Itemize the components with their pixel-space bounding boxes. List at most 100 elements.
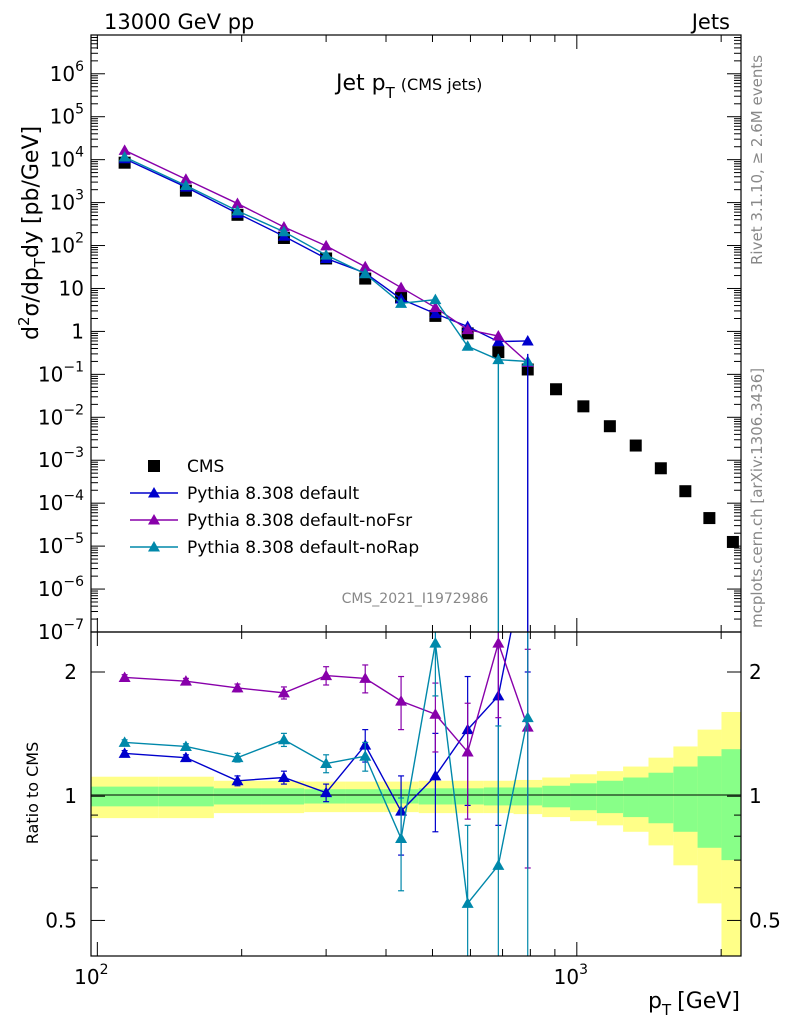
cms-data-point bbox=[577, 400, 590, 413]
noFsr-ratio-marker bbox=[461, 745, 474, 757]
cms-data-point bbox=[654, 462, 667, 475]
header-left: 13000 GeV pp bbox=[104, 10, 254, 34]
main-series-layer bbox=[118, 144, 739, 632]
x-tick-label: 103 bbox=[554, 962, 588, 989]
band-inner-bin bbox=[697, 756, 722, 848]
main-y-tick-label: 1 bbox=[71, 319, 84, 343]
band-inner-bin bbox=[721, 749, 741, 861]
main-y-tick-label: 10−2 bbox=[38, 402, 84, 429]
noFsr-ratio-marker bbox=[118, 671, 131, 682]
x-tick-label: 102 bbox=[74, 962, 108, 989]
header-right: Jets bbox=[690, 10, 730, 34]
cms-data-point bbox=[703, 512, 716, 525]
x-axis-title-subscript: T bbox=[661, 1001, 672, 1019]
noRap-main-marker bbox=[277, 225, 290, 237]
noFsr-ratio-marker bbox=[395, 695, 408, 706]
cms-data-point bbox=[629, 439, 642, 452]
legend-marker-noFsr bbox=[148, 514, 160, 525]
default-ratio-marker bbox=[179, 751, 192, 763]
legend-marker-cms bbox=[148, 460, 160, 472]
band-inner-bin bbox=[345, 789, 384, 804]
default-ratio-marker bbox=[429, 769, 442, 781]
legend: CMS Pythia 8.308 default Pythia 8.308 defa… bbox=[130, 457, 419, 558]
noRap-ratio-marker bbox=[359, 750, 372, 761]
main-y-tick-label: 103 bbox=[50, 188, 84, 215]
band-inner-bin bbox=[158, 786, 214, 807]
noFsr-main-marker bbox=[231, 197, 244, 209]
noRap-ratio-marker bbox=[492, 859, 505, 870]
plot-title-subscript: T bbox=[385, 84, 396, 102]
noFsr-ratio-marker bbox=[231, 681, 244, 693]
default-main-marker bbox=[492, 335, 505, 347]
noRap-main-marker bbox=[231, 204, 244, 216]
x-axis-title: pT [GeV] bbox=[648, 989, 740, 1019]
ratio-series-layer bbox=[118, 632, 534, 956]
noRap-main-marker bbox=[429, 293, 442, 305]
main-y-tick-label: 10−6 bbox=[38, 574, 84, 601]
default-main-marker bbox=[521, 334, 534, 346]
noFsr-main-marker bbox=[429, 301, 442, 313]
main-y-tick-label: 102 bbox=[50, 231, 84, 258]
noFsr-main-marker bbox=[395, 281, 408, 293]
noRap-ratio-marker bbox=[320, 757, 333, 769]
mcplots-reference-note: mcplots.cern.ch [arXiv:1306.3436] bbox=[748, 368, 766, 628]
noFsr-ratio-marker bbox=[320, 669, 333, 681]
x-axis-title-unit: [GeV] bbox=[677, 989, 740, 1014]
legend-label-default: Pythia 8.308 default bbox=[187, 484, 360, 504]
noRap-main-marker bbox=[395, 297, 408, 308]
ratio-panel-frame bbox=[90, 631, 742, 957]
legend-label-noFsr: Pythia 8.308 default-noFsr bbox=[187, 511, 412, 531]
noRap-ratio-marker bbox=[461, 897, 474, 908]
legend-marker-noRap bbox=[148, 541, 160, 552]
default-ratio-marker bbox=[118, 747, 131, 758]
ratio-y-axis-title: Ratio to CMS bbox=[23, 742, 42, 844]
noRap-ratio-marker bbox=[231, 751, 244, 763]
noFsr-ratio-marker bbox=[429, 708, 442, 719]
default-ratio-marker bbox=[231, 774, 244, 786]
noFsr-ratio-marker bbox=[359, 672, 372, 683]
cms-data-point bbox=[550, 383, 563, 396]
main-y-tick-label: 104 bbox=[50, 145, 84, 172]
main-y-tick-label: 10−7 bbox=[38, 617, 84, 644]
default-ratio-marker bbox=[277, 771, 290, 783]
main-y-tick-label: 10−1 bbox=[38, 359, 84, 386]
band-inner-bin bbox=[213, 788, 262, 805]
noFsr-main-marker bbox=[118, 144, 131, 155]
noRap-ratio-marker bbox=[395, 832, 408, 843]
ratio-y-tick-label-left: 2 bbox=[64, 660, 77, 684]
noRap-ratio-marker bbox=[118, 736, 131, 747]
cms-data-point bbox=[726, 535, 739, 548]
default-ratio-marker bbox=[320, 786, 333, 798]
noRap-main-marker bbox=[359, 267, 372, 279]
cms-data-point bbox=[492, 346, 505, 359]
noRap-main-marker bbox=[118, 151, 131, 162]
band-inner-bin bbox=[673, 766, 698, 832]
noFsr-main-marker bbox=[320, 239, 333, 251]
noFsr-main-marker bbox=[359, 260, 372, 272]
band-inner-bin bbox=[596, 780, 624, 814]
main-y-axis-title: d2σ/dpTdy [pb/GeV] bbox=[15, 126, 49, 340]
noFsr-main-marker bbox=[492, 330, 505, 341]
ratio-y-tick-label-right: 0.5 bbox=[749, 908, 781, 932]
legend-marker-default bbox=[148, 487, 160, 498]
band-inner-bin bbox=[623, 777, 649, 818]
main-y-tick-label: 10−3 bbox=[38, 445, 84, 472]
axis-tick-labels: 10610510410310210110−110−210−310−410−510… bbox=[38, 59, 781, 989]
main-y-tick-label: 10−5 bbox=[38, 531, 84, 558]
noFsr-ratio-marker bbox=[492, 637, 505, 648]
noRap-main-marker bbox=[461, 340, 474, 351]
axis-ticks bbox=[91, 34, 741, 956]
default-main-marker bbox=[429, 307, 442, 319]
ratio-y-tick-label-right: 2 bbox=[749, 660, 762, 684]
noFsr-ratio-marker bbox=[277, 686, 290, 698]
rivet-version-note: Rivet 3.1.10, ≥ 2.6M events bbox=[748, 55, 766, 265]
ratio-y-tick-label-left: 1 bbox=[64, 784, 77, 808]
main-y-tick-label: 10−4 bbox=[38, 488, 84, 515]
main-y-tick-label: 10 bbox=[59, 276, 84, 300]
band-inner-bin bbox=[261, 788, 305, 805]
noFsr-ratio-marker bbox=[179, 675, 192, 686]
noRap-ratio-marker bbox=[277, 733, 290, 745]
x-axis-title-main: p bbox=[648, 989, 662, 1014]
band-inner-bin bbox=[648, 772, 674, 824]
